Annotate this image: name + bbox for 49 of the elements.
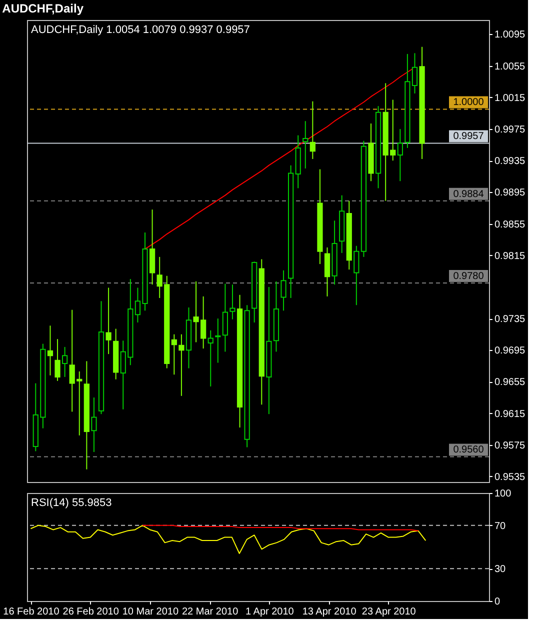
line-series: [30, 524, 426, 554]
y-tick-label: 0.9535: [494, 472, 526, 483]
candlestick: [171, 334, 177, 376]
y-tick-label: 30: [494, 564, 506, 576]
x-tick-label: 1 Apr 2010: [245, 606, 294, 618]
chart-title: AUDCHF,Daily: [2, 2, 84, 16]
x-tick-label: 26 Feb 2010: [62, 606, 120, 618]
candlestick: [280, 270, 286, 312]
x-tick-label: 10 Mar 2010: [122, 606, 179, 618]
ref-line-label: 1.0000: [453, 97, 484, 108]
candlestick: [62, 346, 68, 378]
y-tick-label: 0.9975: [494, 124, 526, 136]
y-tick-label: 1.0095: [494, 30, 526, 41]
y-tick-label: 0.9695: [494, 346, 526, 357]
candlestick: [302, 120, 308, 169]
x-tick-label: 22 Mar 2010: [182, 606, 239, 618]
y-tick-label: 0.9735: [494, 314, 526, 326]
chart-title: RSI(14) 55.9853: [31, 497, 112, 509]
x-tick-label: 23 Apr 2010: [362, 606, 416, 618]
x-tick-label: 16 Feb 2010: [3, 606, 60, 618]
y-tick-label: 0.9815: [494, 250, 526, 262]
candlestick: [54, 338, 60, 382]
candlestick: [208, 330, 214, 387]
y-tick-label: 0: [494, 596, 500, 608]
y-tick-label: 0.9615: [494, 408, 526, 420]
candlestick: [91, 396, 97, 452]
y-tick-label: 1.0055: [494, 61, 526, 72]
y-tick-label: 0.9855: [494, 219, 526, 230]
candlestick: [47, 325, 54, 376]
y-tick-label: 0.9895: [494, 188, 526, 199]
candlestick: [178, 334, 184, 396]
y-tick-label: 0.9655: [494, 377, 526, 388]
y-tick-label: 0.9935: [494, 156, 526, 168]
y-tick-label: 100: [494, 488, 512, 500]
candlestick: [106, 287, 112, 355]
chart-subtitle: AUDCHF,Daily 1.0054 1.0079 0.9937 0.9957: [31, 24, 250, 36]
y-tick-label: 1.0015: [494, 92, 526, 104]
ref-line-label: 0.9884: [453, 188, 484, 200]
candlestick: [149, 209, 156, 286]
ref-line-label: 0.9560: [453, 444, 484, 456]
ref-line-label: 0.9780: [453, 270, 484, 282]
y-tick-label: 70: [494, 520, 506, 532]
candlestick: [324, 246, 330, 297]
y-tick-label: 0.9575: [494, 440, 526, 452]
candlestick: [310, 100, 316, 160]
x-tick-label: 13 Apr 2010: [302, 606, 357, 618]
candlestick: [215, 318, 221, 364]
ref-line-label: 0.9957: [453, 131, 484, 142]
candlestick: [354, 245, 360, 306]
